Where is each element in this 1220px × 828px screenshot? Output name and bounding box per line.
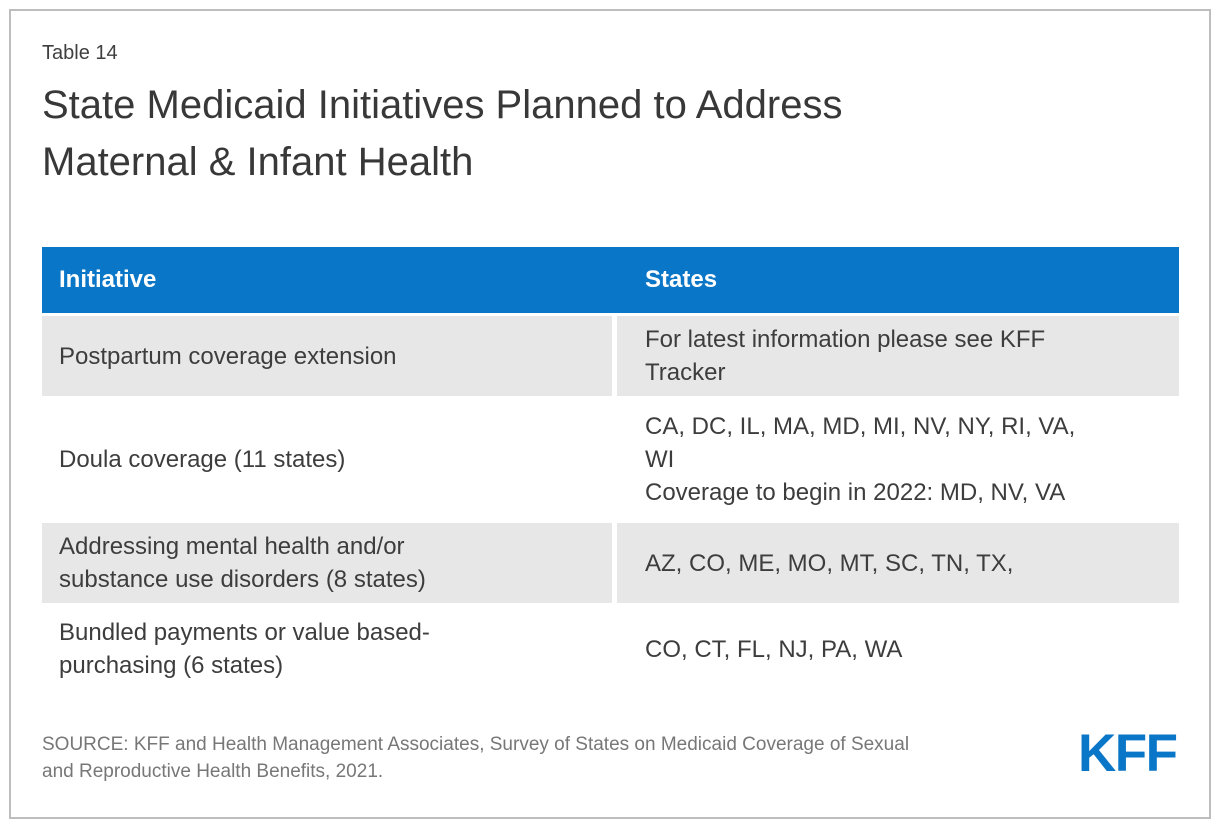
cell-initiative-bundled-payments: Bundled payments or value based- purchas… [59,619,430,679]
cell-states-bundled-payments: CO, CT, FL, NJ, PA, WA [645,635,903,663]
cell-states-doula: CA, DC, IL, MA, MD, MI, NV, NY, RI, VA, … [645,413,1076,506]
cell-states-mental-health: AZ, CO, ME, MO, MT, SC, TN, TX, [617,523,1179,603]
column-header-states: States [645,266,718,293]
table-header-row: Initiative States [42,247,1179,313]
kff-logo[interactable]: KFF [1078,724,1178,783]
source-note: SOURCE: KFF and Health Management Associ… [42,734,910,782]
page-title: State Medicaid Initiatives Planned to Ad… [42,83,843,184]
initiatives-table: Initiative States Postpartum coverage ex… [42,247,1179,692]
table-number-label: Table 14 [42,42,118,64]
cell-initiative-postpartum: Postpartum coverage extension [42,316,612,396]
cell-initiative-mental-health: Addressing mental health and/or substanc… [42,523,612,603]
cell-states-postpartum: For latest information please see KFF Tr… [617,316,1179,396]
cell-initiative-doula: Doula coverage (11 states) [59,446,346,473]
column-header-initiative: Initiative [59,266,157,293]
